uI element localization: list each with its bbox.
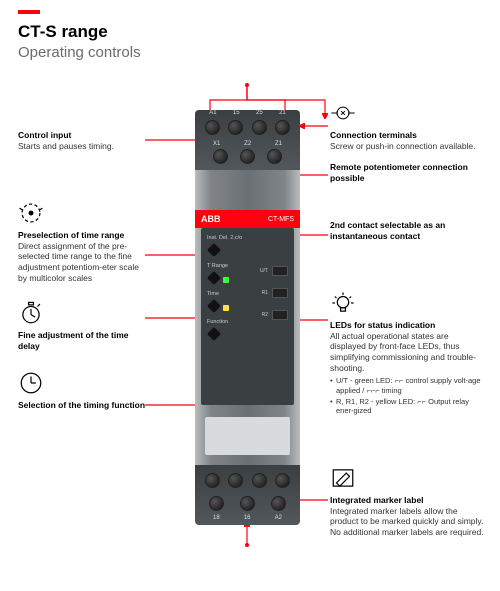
callout-function-sel: Selection of the timing function bbox=[18, 370, 148, 411]
dip-label: U/T bbox=[260, 268, 268, 274]
dip-switch bbox=[272, 288, 288, 298]
callout-text: Integrated marker labels allow the produ… bbox=[330, 506, 485, 538]
leds-item: U/T - green LED: ⌐⌐ control supply volt-… bbox=[330, 376, 485, 395]
term-lbl: A2 bbox=[275, 515, 282, 521]
clock-icon bbox=[18, 370, 44, 396]
marker-label-icon bbox=[330, 465, 356, 491]
callout-preselection: Preselection of time range Direct assign… bbox=[18, 200, 148, 283]
callout-fine-adj: Fine adjustment of the time delay bbox=[18, 300, 148, 351]
pot-icon bbox=[207, 271, 221, 285]
device-front-panel: Inst. Del. 2,c/o T Range U/T Time R1 Fun… bbox=[201, 228, 294, 405]
lightbulb-icon bbox=[330, 290, 356, 316]
device-top-terminals: A1 15 25 21 X1 Z2 Z1 bbox=[195, 110, 300, 170]
accent-bar bbox=[18, 10, 40, 14]
term-lbl: Z2 bbox=[244, 141, 251, 147]
callout-heading: 2nd contact selectable as an instantaneo… bbox=[330, 220, 485, 241]
pot-icon bbox=[207, 299, 221, 313]
dip-switch bbox=[272, 310, 288, 320]
term-lbl: 15 bbox=[233, 110, 240, 116]
terminal-icon bbox=[330, 100, 356, 126]
callout-text: Screw or push-in connection available. bbox=[330, 141, 485, 152]
term-lbl: A1 bbox=[209, 110, 216, 116]
callout-heading: Integrated marker label bbox=[330, 495, 485, 506]
inst-del-label: Inst. Del. 2,c/o bbox=[207, 235, 290, 241]
page-title: CT-S range Operating controls bbox=[18, 22, 141, 61]
term-lbl: 25 bbox=[256, 110, 263, 116]
callout-heading: Preselection of time range bbox=[18, 230, 148, 241]
callout-text: All actual operational states are displa… bbox=[330, 331, 485, 374]
pot-icon bbox=[207, 243, 221, 257]
title-main: CT-S range bbox=[18, 22, 141, 42]
dial-range-icon bbox=[18, 200, 44, 226]
callout-terminals: Connection terminals Screw or push-in co… bbox=[330, 100, 485, 151]
brand-band: ABB CT-MFS bbox=[195, 210, 300, 228]
callout-heading: Selection of the timing function bbox=[18, 400, 148, 411]
term-lbl: X1 bbox=[213, 141, 220, 147]
callout-heading: Fine adjustment of the time delay bbox=[18, 330, 148, 351]
pot-icon bbox=[207, 327, 221, 341]
bottom-term-row2: 18 16 A2 bbox=[195, 515, 300, 521]
callout-text: Direct assignment of the pre-selected ti… bbox=[18, 241, 148, 284]
callout-heading: Connection terminals bbox=[330, 130, 485, 141]
leds-list: U/T - green LED: ⌐⌐ control supply volt-… bbox=[330, 376, 485, 416]
dip-label: R2 bbox=[262, 312, 268, 318]
callout-heading: Remote potentiometer connection possible bbox=[330, 162, 485, 183]
term-lbl: Z1 bbox=[275, 141, 282, 147]
title-sub: Operating controls bbox=[18, 44, 141, 61]
term-lbl: 18 bbox=[213, 515, 220, 521]
marker-label-area bbox=[205, 417, 290, 455]
callout-heading: Control input bbox=[18, 130, 148, 141]
led-green-icon bbox=[223, 277, 229, 283]
brand-logo: ABB bbox=[201, 214, 221, 224]
callout-leds: LEDs for status indication All actual op… bbox=[330, 290, 485, 418]
callout-control-input: Control input Starts and pauses timing. bbox=[18, 130, 148, 151]
term-lbl: 21 bbox=[279, 110, 286, 116]
stopwatch-icon bbox=[18, 300, 44, 326]
term-lbl: 16 bbox=[244, 515, 251, 521]
dip-switch bbox=[272, 266, 288, 276]
model-label: CT-MFS bbox=[268, 216, 294, 223]
callout-remote-pot: Remote potentiometer connection possible bbox=[330, 162, 485, 183]
leds-item: R, R1, R2 - yellow LED: ⌐⌐ Output relay … bbox=[330, 397, 485, 416]
device-body: A1 15 25 21 X1 Z2 Z1 ABB CT-MFS Inst. De… bbox=[195, 110, 300, 525]
callout-heading: LEDs for status indication bbox=[330, 320, 485, 331]
led-yellow-icon bbox=[223, 305, 229, 311]
dip-label: R1 bbox=[262, 290, 268, 296]
callout-marker: Integrated marker label Integrated marke… bbox=[330, 465, 485, 538]
callout-contact2: 2nd contact selectable as an instantaneo… bbox=[330, 220, 485, 241]
callout-text: Starts and pauses timing. bbox=[18, 141, 148, 152]
